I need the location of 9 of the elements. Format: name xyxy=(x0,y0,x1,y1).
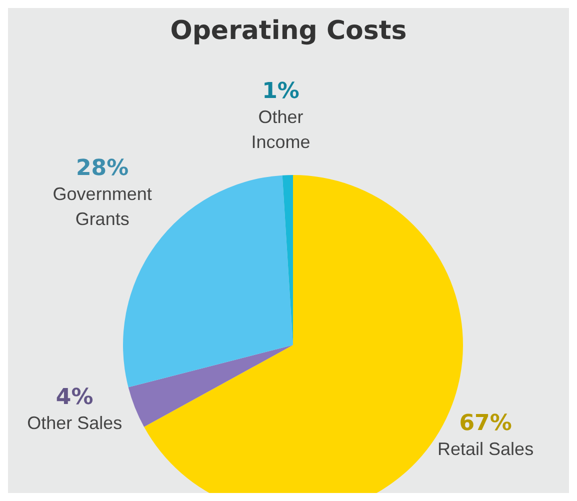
data-label: 67% xyxy=(459,411,512,436)
slice-label: Other Sales xyxy=(27,412,122,433)
data-label: 28% xyxy=(76,156,129,182)
chart-title: Operating Costs xyxy=(169,16,408,46)
data-label: 4% xyxy=(56,384,94,410)
slice-label: Other Income xyxy=(251,107,310,152)
data-label: 1% xyxy=(262,79,300,104)
slice-label: Government Grants xyxy=(52,184,152,230)
slice-label: Retail Sales xyxy=(438,439,534,460)
